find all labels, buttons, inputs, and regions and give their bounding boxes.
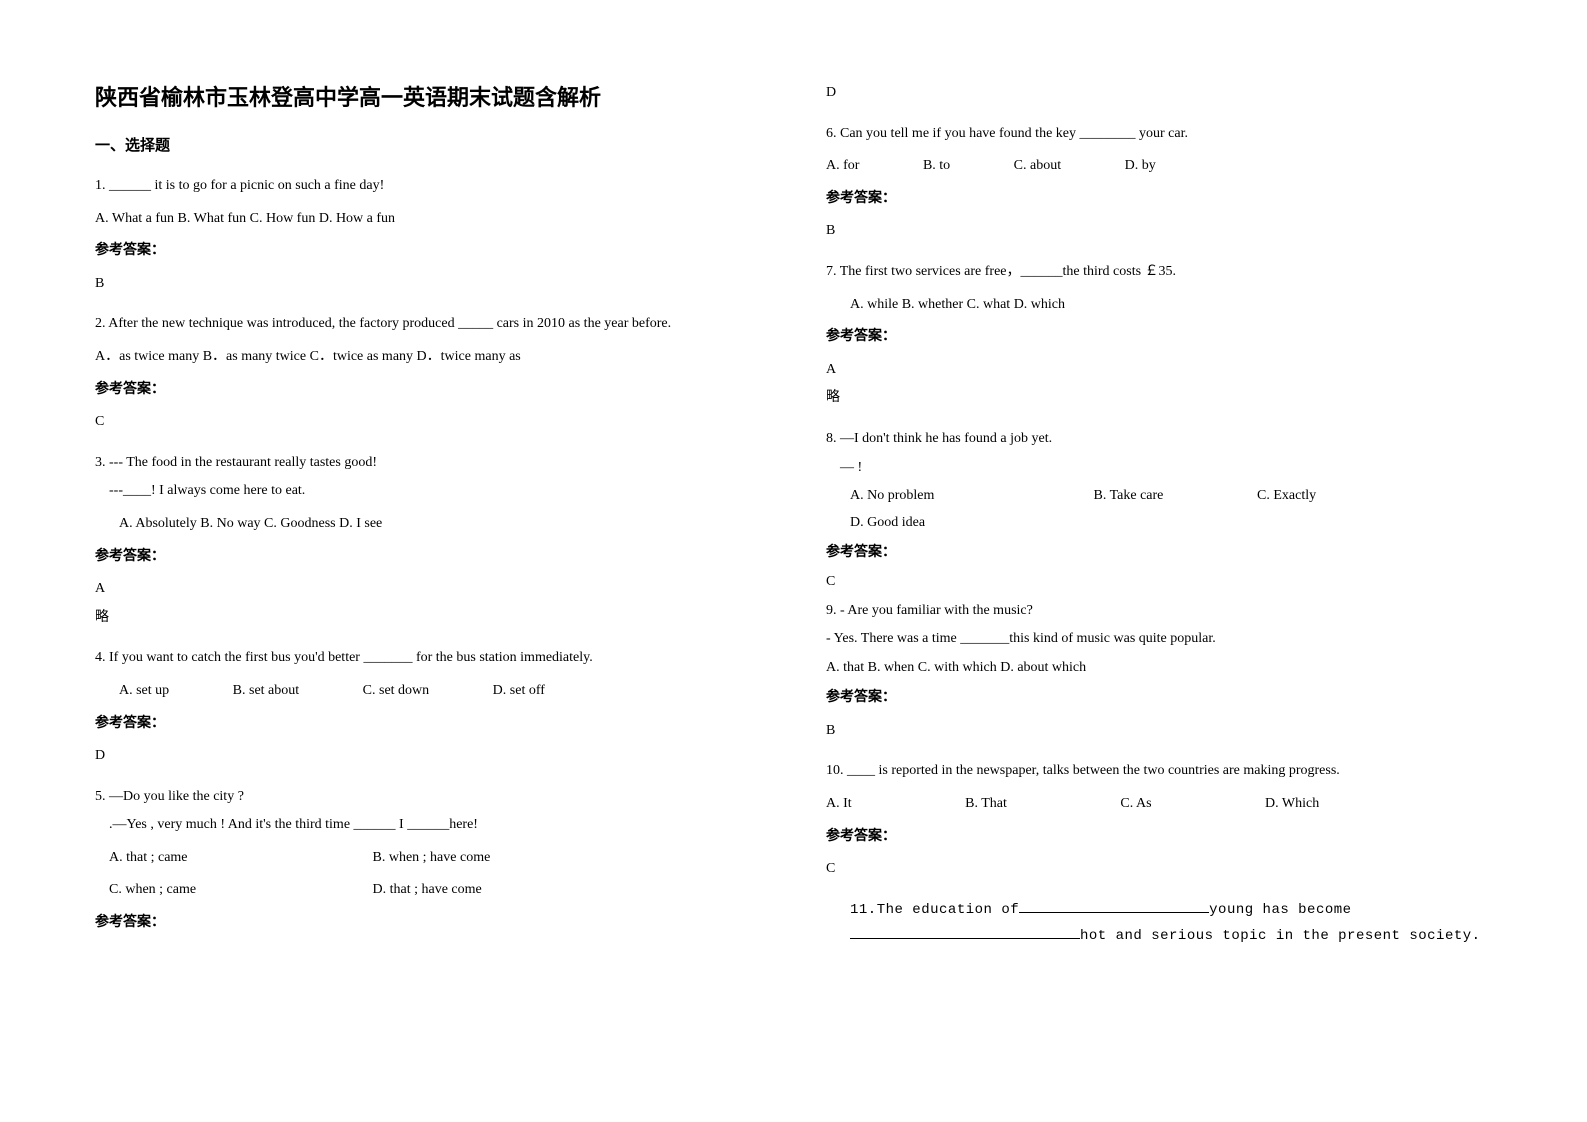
answer-label: 参考答案：: [826, 186, 1497, 213]
q5-opt-d: D. that ; have come: [373, 877, 482, 904]
answer-label: 参考答案：: [95, 377, 766, 404]
q7-stem: 7. The first two services are free，_____…: [826, 259, 1497, 286]
answer-label: 参考答案：: [95, 910, 766, 937]
q3-options: A. Absolutely B. No way C. Goodness D. I…: [95, 511, 766, 538]
q4-opt-c: C. set down: [363, 678, 430, 705]
q8-options: A. No problem B. Take care C. Exactly D.…: [826, 483, 1497, 536]
q3-note: 略: [95, 605, 766, 632]
q10-opt-c: C. As: [1120, 791, 1151, 818]
q11-part-b: young has become: [1209, 902, 1351, 918]
q8-opt-d: D. Good idea: [850, 510, 925, 537]
answer-label: 参考答案：: [826, 824, 1497, 851]
answer-label: 参考答案：: [826, 685, 1497, 712]
q8-stem-a: 8. —I don't think he has found a job yet…: [826, 426, 1497, 453]
q4-answer: D: [95, 743, 766, 770]
answer-label: 参考答案：: [826, 324, 1497, 351]
doc-title: 陕西省榆林市玉林登高中学高一英语期末试题含解析: [95, 80, 766, 112]
q6-stem: 6. Can you tell me if you have found the…: [826, 121, 1497, 148]
q6-opt-b: B. to: [923, 153, 950, 180]
answer-label: 参考答案：: [826, 540, 1497, 567]
q5-opt-b: B. when ; have come: [373, 845, 491, 872]
q3-answer: A: [95, 576, 766, 603]
q1-options: A. What a fun B. What fun C. How fun D. …: [95, 206, 766, 233]
answer-label: 参考答案：: [95, 238, 766, 265]
q6-opt-a: A. for: [826, 153, 859, 180]
q9-options: A. that B. when C. with which D. about w…: [826, 655, 1497, 682]
q11-part-a: 11.The education of: [850, 902, 1019, 918]
q10-opt-a: A. It: [826, 791, 852, 818]
q6-opt-c: C. about: [1014, 153, 1061, 180]
q6-answer: B: [826, 218, 1497, 245]
q9-stem-b: - Yes. There was a time _______this kind…: [826, 626, 1497, 653]
q9-answer: B: [826, 718, 1497, 745]
q6-opt-d: D. by: [1125, 153, 1156, 180]
q11-stem: 11.The education of young has become hot a…: [826, 897, 1497, 950]
q4-opt-b: B. set about: [233, 678, 300, 705]
q5-opt-c: C. when ; came: [109, 877, 369, 904]
answer-label: 参考答案：: [95, 544, 766, 571]
q10-opt-d: D. Which: [1265, 791, 1319, 818]
q8-stem-b: — !: [826, 455, 1497, 482]
q3-stem-a: 3. --- The food in the restaurant really…: [95, 450, 766, 477]
answer-label: 参考答案：: [95, 711, 766, 738]
q7-options: A. while B. whether C. what D. which: [826, 292, 1497, 319]
q10-opt-b: B. That: [965, 791, 1007, 818]
q1-stem: 1. ______ it is to go for a picnic on su…: [95, 173, 766, 200]
q10-stem: 10. ____ is reported in the newspaper, t…: [826, 758, 1497, 785]
q4-stem: 4. If you want to catch the first bus yo…: [95, 645, 766, 672]
q10-answer: C: [826, 856, 1497, 883]
q4-options: A. set up B. set about C. set down D. se…: [95, 678, 766, 705]
q5-answer: D: [826, 80, 1497, 107]
blank: [1019, 900, 1209, 913]
q2-stem: 2. After the new technique was introduce…: [95, 311, 766, 338]
q6-options: A. for B. to C. about D. by: [826, 153, 1497, 180]
q8-opt-c: C. Exactly: [1257, 483, 1447, 510]
q8-opt-b: B. Take care: [1094, 483, 1254, 510]
right-column: D 6. Can you tell me if you have found t…: [826, 80, 1497, 956]
q2-answer: C: [95, 409, 766, 436]
q10-options: A. It B. That C. As D. Which: [826, 791, 1497, 818]
section-header: 一、选择题: [95, 134, 766, 155]
q5-stem-b: .—Yes , very much ! And it's the third t…: [95, 812, 766, 839]
q5-options-row2: C. when ; came D. that ; have come: [95, 877, 766, 904]
blank: [850, 927, 1080, 940]
q5-opt-a: A. that ; came: [109, 845, 369, 872]
q8-answer: C: [826, 569, 1497, 596]
q7-answer: A: [826, 357, 1497, 384]
q5-options-row1: A. that ; came B. when ; have come: [95, 845, 766, 872]
q4-opt-d: D. set off: [493, 678, 545, 705]
q5-stem-a: 5. —Do you like the city ?: [95, 784, 766, 811]
q1-answer: B: [95, 271, 766, 298]
q11-part-c: hot and serious topic in the present soc…: [1080, 928, 1481, 944]
q7-note: 略: [826, 385, 1497, 412]
left-column: 陕西省榆林市玉林登高中学高一英语期末试题含解析 一、选择题 1. ______ …: [95, 80, 766, 956]
q8-opt-a: A. No problem: [850, 483, 1090, 510]
q3-stem-b: ---____! I always come here to eat.: [95, 478, 766, 505]
q2-options: A．as twice many B．as many twice C．twice …: [95, 344, 766, 371]
q4-opt-a: A. set up: [119, 678, 169, 705]
q9-stem-a: 9. - Are you familiar with the music?: [826, 598, 1497, 625]
